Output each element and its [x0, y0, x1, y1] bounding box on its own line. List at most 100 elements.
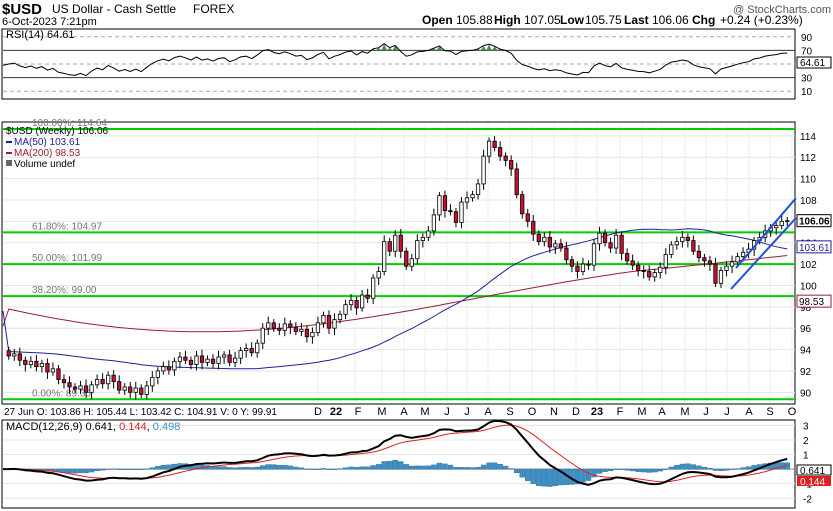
- candle-body: [255, 342, 260, 354]
- candle-body: [393, 234, 398, 252]
- macd-histogram-bar: [519, 468, 525, 478]
- macd-histogram-bar: [88, 468, 95, 473]
- candle: [724, 261, 729, 277]
- candle-body: [238, 350, 243, 359]
- candle-body: [133, 387, 138, 393]
- macd-histogram-bar: [491, 462, 498, 470]
- macd-histogram-bar: [226, 467, 233, 470]
- candle-body: [647, 271, 652, 278]
- candle: [685, 233, 690, 248]
- macd-histogram-bar: [326, 468, 332, 470]
- macd-histogram-bar: [381, 461, 387, 470]
- candle-body: [304, 328, 310, 338]
- macd-histogram-bar: [61, 468, 67, 473]
- candle-body: [724, 265, 729, 271]
- candle: [393, 230, 398, 258]
- time-tick-label: 23: [591, 406, 603, 418]
- candle-body: [658, 266, 663, 274]
- candle: [486, 137, 492, 164]
- candle: [221, 351, 227, 364]
- macd-histogram-bar: [547, 468, 553, 487]
- macd-histogram-bar: [348, 466, 354, 470]
- candle-body: [459, 201, 464, 223]
- macd-histogram-bar: [436, 462, 443, 470]
- candle: [580, 257, 586, 276]
- candle: [696, 244, 702, 263]
- macd-histogram-bar: [558, 468, 564, 486]
- macd-line: [3, 419, 788, 486]
- macd-histogram-bar: [425, 465, 432, 470]
- macd-histogram-bar: [265, 464, 271, 470]
- candle-body: [426, 230, 431, 238]
- macd-histogram-bar: [447, 464, 454, 470]
- candle: [326, 310, 332, 335]
- macd-histogram-bar: [629, 468, 636, 472]
- chart-date: 6-Oct-2023 7:21pm: [2, 16, 97, 28]
- macd-histogram-bar: [580, 468, 586, 483]
- candle-body: [365, 294, 370, 299]
- candle-body: [315, 322, 321, 333]
- candle: [514, 162, 519, 199]
- candle: [735, 252, 740, 266]
- candle-body: [277, 327, 282, 331]
- instrument-name: US Dollar - Cash Settle: [52, 2, 176, 16]
- candle-body: [343, 304, 348, 315]
- candle-body: [337, 313, 343, 321]
- candle-body: [685, 236, 690, 241]
- chart-header: $USD US Dollar - Cash Settle FOREX 6-Oct…: [2, 1, 831, 28]
- candle: [299, 322, 304, 337]
- candle-body: [111, 374, 116, 383]
- macd-histogram-bar: [66, 468, 73, 474]
- time-axis: 27 Jun O: 103.86 H: 105.44 L: 103.42 C: …: [4, 406, 797, 418]
- candle: [785, 216, 790, 227]
- macd-histogram-bar: [149, 467, 155, 470]
- rsi-tick-label: 90: [801, 33, 813, 44]
- macd-label: MACD(12,26,9) 0.641, 0.144, 0.498: [6, 421, 180, 433]
- candle: [111, 370, 116, 389]
- candle: [498, 141, 503, 161]
- candle: [128, 381, 133, 399]
- candle: [525, 208, 530, 228]
- candle-body: [299, 328, 304, 332]
- macd-histogram-bar: [674, 465, 680, 470]
- macd-histogram-bar: [99, 468, 106, 471]
- macd-tick-label: 2: [803, 436, 809, 447]
- candle: [360, 290, 365, 312]
- candle: [531, 215, 536, 242]
- candle: [172, 357, 177, 376]
- time-tick-label: A: [658, 406, 666, 418]
- candle: [227, 349, 232, 367]
- candle: [288, 320, 293, 335]
- candle: [188, 356, 194, 370]
- macd-tick-label: -2: [803, 494, 812, 505]
- candle: [442, 190, 448, 218]
- candle: [210, 354, 216, 369]
- channel-lower-line: [730, 217, 797, 290]
- candle-body: [122, 386, 127, 391]
- macd-histogram-bar: [359, 466, 365, 470]
- macd-histogram-bar: [690, 464, 697, 470]
- macd-frame: [1, 419, 796, 509]
- candle-body: [89, 384, 94, 393]
- macd-histogram-bar: [734, 468, 741, 470]
- candle: [83, 379, 89, 399]
- candle-body: [188, 359, 194, 365]
- candle: [233, 351, 238, 368]
- candle-body: [729, 261, 735, 267]
- candle-body: [641, 270, 646, 272]
- candle: [602, 229, 608, 247]
- low-value: 105.75: [585, 13, 622, 27]
- macd-histogram-bar: [160, 464, 167, 470]
- macd-histogram-bar: [453, 467, 459, 470]
- last-label: Last: [624, 13, 649, 27]
- candle-body: [100, 379, 105, 385]
- time-tick-label: M: [420, 406, 429, 418]
- candle: [282, 317, 287, 337]
- candle-body: [348, 300, 354, 306]
- macd-histogram-bar: [409, 465, 415, 470]
- candle: [12, 348, 17, 361]
- candle-body: [536, 233, 541, 243]
- candle: [337, 310, 343, 324]
- macd-histogram-bar: [282, 465, 288, 470]
- candle: [702, 253, 707, 267]
